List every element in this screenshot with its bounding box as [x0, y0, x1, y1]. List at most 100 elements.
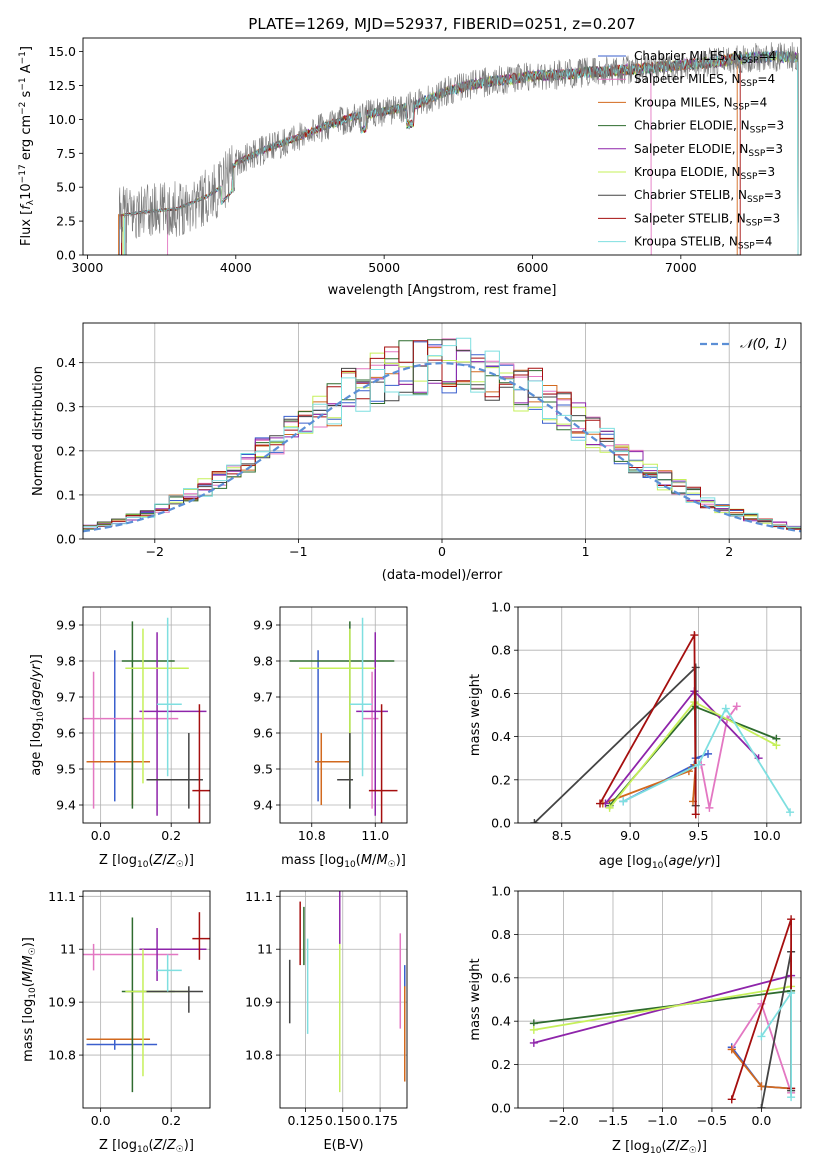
weight-marker [690, 631, 699, 640]
legend-entry: Chabrier ELODIE, NSSP=3 [634, 119, 784, 136]
massweight_vs_age-axes: 8.5 9.0 9.5 10.0 0.0 0.2 0.4 0.6 0.8 1.0 age [log1… [468, 600, 802, 871]
label-part: =3 [765, 142, 783, 156]
label-part: / [693, 854, 698, 869]
label-part: M [376, 853, 387, 868]
residuals-frame [82, 322, 802, 540]
label-part: SSP [750, 126, 767, 136]
label-part: / [21, 966, 36, 971]
y-tick-label: 0.0 [56, 532, 76, 547]
x-tick-label: −1.5 [598, 1113, 628, 1128]
y-tick-label: 9.7 [253, 690, 273, 705]
x-tick-label: 0.0 [91, 828, 111, 843]
y-axis-label: Normed distribution [31, 366, 46, 496]
weight-marker [605, 803, 614, 812]
spectrum-frame [82, 37, 802, 256]
weight-marker [787, 1093, 796, 1102]
weight-marker [529, 1038, 538, 1047]
mass_vs_z-plot [83, 912, 210, 1093]
label-part: Kroupa STELIB, N [634, 235, 738, 249]
y-tick-label: 11 [60, 942, 76, 957]
x-tick-label: 9.5 [689, 828, 709, 843]
label-part: =4 [757, 72, 775, 86]
x-tick-label: 8.5 [552, 828, 572, 843]
x-axis-label: age [log10(age/yr)] [599, 854, 721, 871]
label-part: 10 [19, 183, 34, 200]
label-part: / [162, 1138, 167, 1153]
figure-title: PLATE=1269, MJD=52937, FIBERID=0251, z=0… [248, 15, 635, 33]
weight-marker [596, 799, 605, 808]
label-part: ] [19, 46, 34, 51]
label-part: ( [356, 853, 361, 868]
x-tick-label: 0.150 [325, 1113, 361, 1128]
label-part: =3 [763, 211, 781, 225]
x-tick-label: 1 [582, 544, 590, 559]
y-tick-label: 1.0 [491, 600, 511, 615]
weight-marker [704, 749, 713, 758]
label-part: f [19, 203, 34, 210]
label-part: =4 [755, 235, 773, 249]
massweight_vs_z-panel: −2.0 −1.5 −1.0 −0.5 0.0 0.0 0.2 0.4 0.6 0.8 1.0 Z [… [468, 884, 802, 1156]
y-tick-label: 0.3 [56, 399, 76, 414]
label-part: =4 [759, 49, 777, 63]
y-tick-label: 0.4 [491, 729, 511, 744]
age_vs_z-frame [82, 606, 211, 824]
weight-marker [757, 1104, 766, 1108]
weight-marker [721, 704, 730, 713]
label-part: mass [log [21, 999, 36, 1062]
label-part: SSP [733, 102, 750, 112]
y-tick-label: 0.4 [491, 1014, 511, 1029]
legend-entry: Kroupa STELIB, NSSP=4 [634, 235, 772, 252]
label-part: Salpeter STELIB, N [634, 211, 746, 225]
label-part: Kroupa ELODIE, N [634, 165, 741, 179]
label-part: =3 [766, 119, 784, 133]
x-tick-label: 2 [725, 544, 733, 559]
label-part: ☉ [689, 1146, 697, 1156]
x-axis-label: wavelength [Angstrom, rest frame] [328, 283, 557, 298]
y-tick-label: 10.0 [48, 112, 76, 127]
y-axis-label: mass weight [468, 958, 483, 1040]
y-tick-label: 9.8 [56, 654, 76, 669]
massweight_vs_age-panel: 8.5 9.0 9.5 10.0 0.0 0.2 0.4 0.6 0.8 1.0 age [log1… [468, 600, 802, 871]
label-part: −1 [18, 77, 28, 90]
label-part: age [log [599, 854, 652, 869]
label-part: A [19, 64, 34, 77]
label-part: =4 [750, 95, 768, 109]
label-part: SSP [738, 242, 755, 252]
weight-marker [787, 915, 796, 924]
y-tick-label: 7.5 [56, 146, 76, 161]
weight-marker [757, 1032, 766, 1041]
massweight_vs_z-grid [518, 890, 801, 1109]
y-tick-label: 10.8 [48, 1048, 76, 1063]
label-part: 10 [36, 711, 46, 723]
y-tick-label: 9.6 [56, 726, 76, 741]
label-part: mass [log [281, 853, 344, 868]
label-part: −17 [18, 164, 28, 183]
y-tick-label: 0.2 [491, 1057, 511, 1072]
x-tick-label: 9.0 [620, 828, 640, 843]
weight-series-line [533, 974, 792, 1044]
label-part: / [162, 853, 167, 868]
weight-marker [691, 810, 700, 819]
label-part: SSP [746, 218, 763, 228]
legend-entry: Salpeter MILES, NSSP=4 [634, 72, 775, 89]
age_vs_z-axes: 0.0 0.29.49.59.69.79.89.9Z [log10(Z/Z☉)]a… [29, 606, 211, 870]
y-tick-label: 9.7 [56, 690, 76, 705]
label-part: SSP [741, 79, 758, 89]
x-axis-label: Z [log10(Z/Z☉)] [99, 853, 194, 870]
label-part: )] [184, 853, 194, 868]
y-axis-label: age [log10(age/yr)] [29, 654, 46, 776]
weight-marker [727, 1045, 736, 1054]
massweight_vs_age-frame [517, 606, 802, 824]
label-part: λ [26, 199, 36, 205]
label-part: Z [153, 853, 164, 868]
x-tick-label: 0.0 [91, 1113, 111, 1128]
label-part: / [675, 1139, 680, 1154]
weight-series-line [622, 706, 791, 813]
weight-marker [732, 702, 741, 711]
legend-normal-label: 𝒩(0, 1) [740, 337, 787, 352]
y-tick-label: 9.8 [253, 654, 273, 669]
y-tick-label: 0.0 [56, 248, 76, 263]
